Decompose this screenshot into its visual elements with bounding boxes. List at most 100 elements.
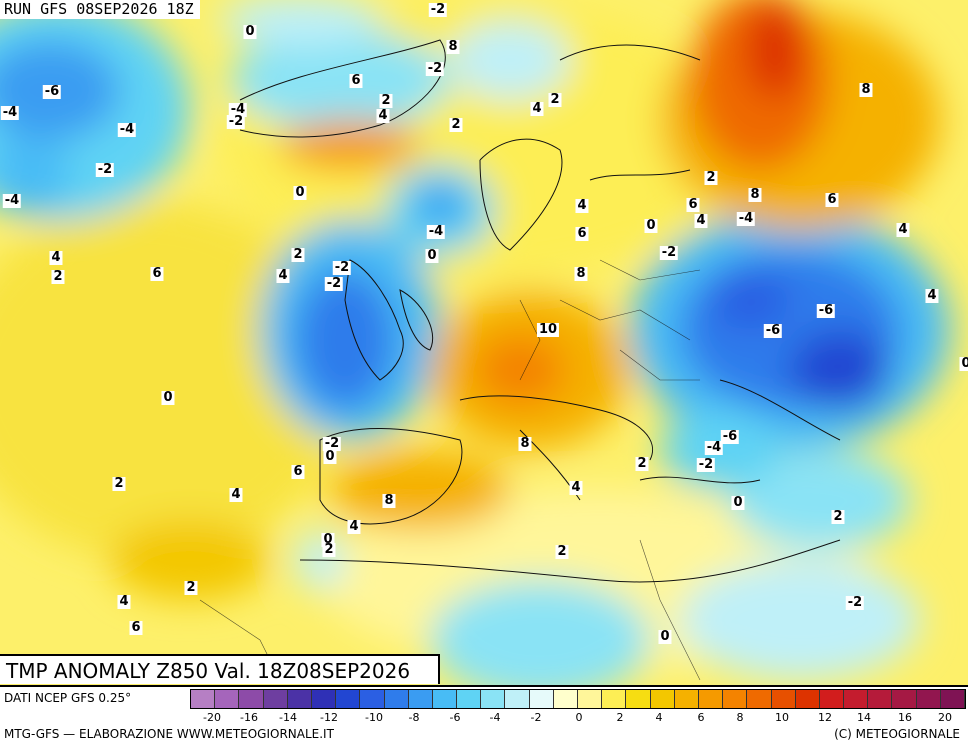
color-swatch: [432, 690, 458, 708]
contour-label: 4: [530, 101, 544, 116]
contour-label: -6: [720, 429, 740, 444]
contour-label: 2: [548, 92, 562, 107]
contour-label: 8: [518, 436, 532, 451]
contour-label: -2: [226, 114, 246, 129]
contour-label: 2: [555, 544, 569, 559]
color-scale-ticks: -20 -16 -14 -12 -10 -8 -6 -4 -2 0 2 4 6 8 10 12 14 16 20: [190, 711, 966, 725]
contour-label: -4: [704, 440, 724, 455]
color-swatch: [215, 690, 240, 708]
contour-label: 0: [243, 24, 257, 39]
contour-label: 6: [291, 464, 305, 479]
color-swatch: [650, 690, 675, 708]
color-swatch: [795, 690, 820, 708]
contour-label: -4: [736, 211, 756, 226]
contour-label: -2: [332, 260, 352, 275]
color-swatch: [892, 690, 917, 708]
scale-tick-label: 12: [818, 711, 832, 724]
contour-label: 0: [731, 495, 745, 510]
color-swatch: [384, 690, 409, 708]
contour-label: 4: [49, 250, 63, 265]
credit-left: MTG-GFS — ELABORAZIONE WWW.METEOGIORNALE…: [4, 727, 334, 741]
scale-tick-label: 20: [938, 711, 952, 724]
contour-label: -2: [428, 2, 448, 17]
contour-label: 2: [379, 93, 393, 108]
color-swatch: [578, 690, 603, 708]
contour-label: -2: [659, 245, 679, 260]
contour-label: 4: [896, 222, 910, 237]
contour-label: 8: [574, 266, 588, 281]
contour-label: 2: [322, 542, 336, 557]
contour-label: 4: [276, 268, 290, 283]
contour-label: 6: [150, 266, 164, 281]
run-label: RUN GFS 08SEP2026 18Z: [0, 0, 200, 19]
scale-tick-label: 16: [898, 711, 912, 724]
color-swatch: [674, 690, 699, 708]
scale-tick-label: 6: [697, 711, 705, 724]
color-swatch: [505, 690, 530, 708]
scale-tick-label: 4: [655, 711, 663, 724]
contour-label: 2: [449, 117, 463, 132]
contour-label: -2: [324, 276, 344, 291]
color-swatch: [723, 690, 748, 708]
contour-label: 8: [446, 39, 460, 54]
scale-tick-label: -6: [449, 711, 461, 724]
color-swatch: [747, 690, 772, 708]
color-swatch: [916, 690, 941, 708]
scale-tick-label: -2: [530, 711, 542, 724]
color-scale-bar: [190, 689, 966, 709]
contour-label: 0: [959, 357, 968, 371]
contour-label: 10: [536, 322, 560, 337]
contour-label: 8: [859, 82, 873, 97]
contour-label: 0: [644, 218, 658, 233]
scale-tick-label: -8: [408, 711, 420, 724]
scale-tick-label: 0: [575, 711, 583, 724]
scale-tick-label: 2: [616, 711, 624, 724]
color-swatch: [940, 690, 965, 708]
contour-label: -2: [425, 61, 445, 76]
contour-label: 6: [575, 226, 589, 241]
scale-tick-label: -14: [279, 711, 297, 724]
contour-label: -4: [2, 193, 22, 208]
color-swatch: [602, 690, 627, 708]
color-swatch: [844, 690, 869, 708]
color-swatch: [626, 690, 651, 708]
contour-label: 6: [129, 620, 143, 635]
contour-label: 4: [925, 288, 939, 303]
contour-label: -2: [845, 595, 865, 610]
color-swatch: [311, 690, 337, 708]
contour-label: -4: [426, 224, 446, 239]
contour-label: -2: [696, 457, 716, 472]
color-swatch: [771, 690, 796, 708]
scale-tick-label: -16: [240, 711, 258, 724]
scale-tick-label: -10: [365, 711, 383, 724]
credit-right: (C) METEOGIORNALE: [834, 727, 960, 741]
color-swatch: [457, 690, 482, 708]
contour-label: 0: [161, 390, 175, 405]
data-source-label: DATI NCEP GFS 0.25°: [4, 691, 132, 705]
scale-tick-label: -20: [203, 711, 221, 724]
contour-label: 4: [117, 594, 131, 609]
contour-label: 0: [293, 185, 307, 200]
color-swatch: [553, 690, 578, 708]
contour-label: 2: [291, 247, 305, 262]
color-swatch: [239, 690, 264, 708]
color-swatch: [529, 690, 554, 708]
contour-label: -4: [117, 122, 137, 137]
contour-label: 4: [569, 480, 583, 495]
color-swatch: [191, 690, 216, 708]
color-swatch: [263, 690, 288, 708]
contour-label: 0: [658, 629, 672, 644]
scale-tick-label: 8: [736, 711, 744, 724]
color-swatch: [819, 690, 845, 708]
map-title: TMP ANOMALY Z850 Val. 18Z08SEP2026: [0, 654, 440, 684]
contour-label: -6: [763, 323, 783, 338]
contour-label: 0: [425, 248, 439, 263]
contour-label: 2: [51, 269, 65, 284]
color-swatch: [360, 690, 385, 708]
contour-label: 2: [112, 476, 126, 491]
temperature-anomaly-map: [0, 0, 968, 685]
contour-label: 0: [323, 449, 337, 464]
contour-label: 6: [686, 197, 700, 212]
color-swatch: [481, 690, 506, 708]
color-swatch: [336, 690, 361, 708]
